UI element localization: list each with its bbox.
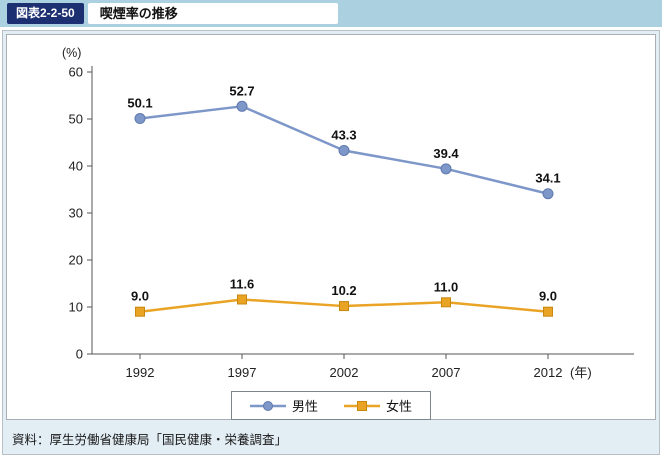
y-tick-label: 40 — [69, 159, 83, 174]
female-data-label: 10.2 — [331, 283, 356, 298]
x-tick-label: 1997 — [228, 365, 257, 380]
x-tick-label: 1992 — [126, 365, 155, 380]
series-male: 50.1 52.7 43.3 39.4 34.1 — [127, 83, 561, 200]
legend-item-male: 男性 — [249, 396, 318, 415]
figure-number-badge: 図表2-2-50 — [7, 3, 84, 24]
y-tick-label: 10 — [69, 300, 83, 315]
x-tick-label: 2012 — [534, 365, 563, 380]
female-marker — [237, 294, 247, 305]
female-data-label: 9.0 — [539, 289, 557, 304]
x-tick-label: 2002 — [330, 365, 359, 380]
figure-header: 図表2-2-50 喫煙率の推移 — [0, 0, 662, 27]
y-tick-label: 60 — [69, 65, 83, 80]
male-marker — [542, 188, 554, 200]
male-marker — [440, 163, 452, 175]
male-data-label: 39.4 — [433, 146, 459, 161]
male-marker — [236, 100, 248, 112]
male-data-label: 34.1 — [535, 171, 560, 186]
line-chart: 0 10 20 30 40 50 60 (%) 1992 1997 2002 2007 2012 (年) 5… — [62, 46, 634, 380]
male-legend-marker-icon — [249, 400, 286, 411]
legend-item-female: 女性 — [344, 396, 412, 415]
female-data-label: 9.0 — [131, 289, 149, 304]
y-tick-label: 50 — [69, 112, 83, 127]
female-marker — [339, 301, 349, 312]
female-legend-marker-icon — [344, 400, 380, 411]
female-data-label: 11.6 — [230, 276, 255, 291]
y-tick-label: 0 — [76, 347, 83, 362]
series-female: 9.0 11.6 10.2 11.0 9.0 — [131, 276, 557, 317]
female-marker — [135, 306, 145, 317]
chart-legend: 男性 女性 — [230, 391, 432, 420]
source-note: 資料：厚生労働省健康局「国民健康・栄養調査」 — [12, 433, 288, 447]
female-data-label: 11.0 — [434, 279, 459, 294]
female-marker — [441, 297, 451, 308]
chart-container: 0 10 20 30 40 50 60 (%) 1992 1997 2002 2007 2012 (年) 5… — [6, 34, 656, 420]
x-axis-unit-label: (年) — [570, 365, 592, 380]
female-marker — [543, 306, 553, 317]
y-tick-label: 30 — [69, 206, 83, 221]
figure-title-box: 喫煙率の推移 — [87, 2, 338, 25]
y-tick-label: 20 — [69, 253, 83, 268]
x-tick-label: 2007 — [432, 365, 461, 380]
male-marker — [134, 113, 146, 125]
legend-label-female: 女性 — [386, 399, 413, 414]
male-data-label: 50.1 — [127, 96, 152, 111]
male-data-label: 43.3 — [331, 127, 356, 142]
male-marker — [338, 144, 350, 156]
male-data-label: 52.7 — [229, 83, 254, 98]
legend-label-male: 男性 — [291, 399, 318, 414]
figure-title: 喫煙率の推移 — [99, 5, 178, 21]
axes: 0 10 20 30 40 50 60 (%) 1992 1997 2002 2007 2012 (年) — [62, 46, 634, 380]
chart-panel: 0 10 20 30 40 50 60 (%) 1992 1997 2002 2007 2012 (年) 5… — [2, 30, 660, 455]
y-axis-unit-label: (%) — [62, 46, 81, 60]
